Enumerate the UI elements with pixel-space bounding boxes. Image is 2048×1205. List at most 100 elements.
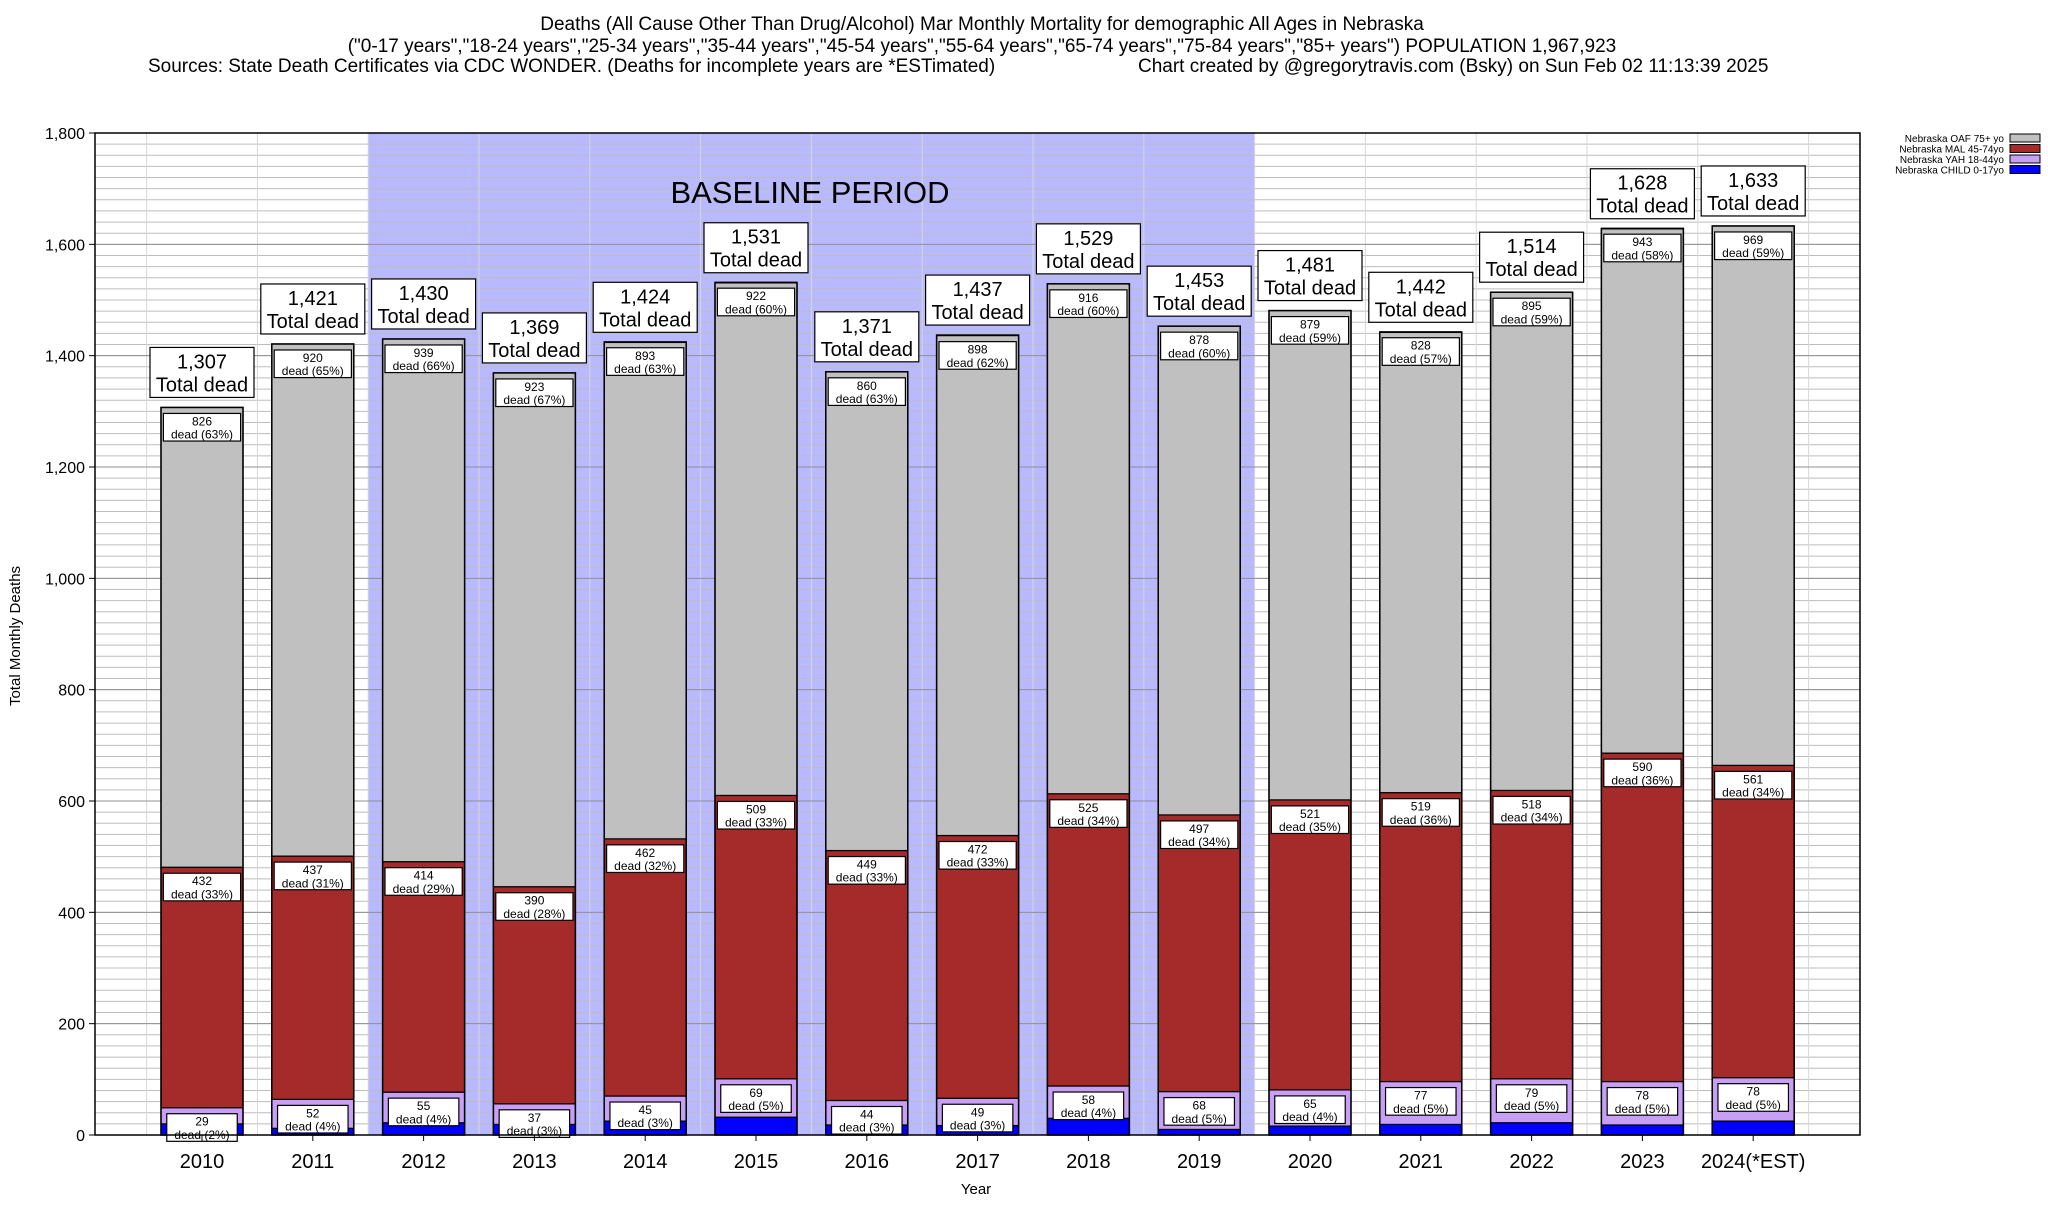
data-label-percent: dead (4%) bbox=[1061, 1106, 1116, 1120]
bar-segment-mal bbox=[714, 794, 798, 1080]
total-label-box bbox=[1368, 271, 1474, 323]
data-label-percent: dead (59%) bbox=[1722, 246, 1784, 260]
bar-segment-mal bbox=[935, 834, 1020, 1099]
data-label-percent: dead (28%) bbox=[503, 907, 565, 921]
data-label-value: 78 bbox=[1747, 1085, 1761, 1099]
bar-segment-mal bbox=[1711, 764, 1795, 1079]
bar-segment-mal bbox=[825, 849, 909, 1102]
data-label-box bbox=[830, 1105, 903, 1135]
total-label-value: 1,421 bbox=[288, 288, 338, 310]
data-label-box bbox=[1492, 297, 1571, 327]
bar-segment-child bbox=[1157, 1128, 1241, 1136]
data-label-box bbox=[605, 844, 685, 874]
y-tick-label: 200 bbox=[58, 1017, 85, 1034]
data-label-value: 65 bbox=[1303, 1097, 1317, 1111]
data-label-percent: dead (59%) bbox=[1279, 331, 1341, 345]
data-label-box bbox=[720, 1084, 792, 1113]
data-label-percent: dead (5%) bbox=[728, 1099, 783, 1113]
total-label-box bbox=[1589, 168, 1696, 220]
total-label-value: 1,514 bbox=[1507, 236, 1557, 258]
data-label-box bbox=[495, 378, 574, 408]
data-label-box bbox=[495, 892, 574, 921]
bar-segment-mal bbox=[1157, 814, 1241, 1093]
data-label-percent: dead (34%) bbox=[1168, 835, 1230, 849]
data-label-percent: dead (3%) bbox=[839, 1121, 894, 1135]
total-label-value: 1,371 bbox=[842, 316, 892, 338]
data-label-box bbox=[1049, 799, 1128, 828]
data-label-percent: dead (34%) bbox=[1722, 786, 1784, 800]
data-label-box bbox=[1603, 758, 1682, 788]
data-label-percent: dead (4%) bbox=[396, 1112, 451, 1126]
data-label-percent: dead (66%) bbox=[393, 359, 455, 373]
data-label-value: 78 bbox=[1636, 1089, 1650, 1103]
data-label-box bbox=[1384, 1086, 1457, 1116]
data-label-value: 521 bbox=[1300, 807, 1320, 821]
legend-label-child: Nebraska CHILD 0-17yo bbox=[1895, 166, 2004, 177]
data-label-value: 519 bbox=[1411, 800, 1431, 814]
data-label-value: 45 bbox=[639, 1103, 653, 1117]
chart-credit-text: Chart created by @gregorytravis.com (Bsk… bbox=[1138, 56, 1768, 77]
total-label-value: 1,437 bbox=[953, 279, 1003, 301]
bar-segment-oaf bbox=[492, 372, 576, 888]
data-label-percent: dead (34%) bbox=[1057, 814, 1119, 828]
total-label-text: Total dead bbox=[156, 374, 248, 396]
bar-segment-child bbox=[1268, 1125, 1352, 1136]
bar-segment-mal bbox=[1379, 792, 1463, 1083]
data-label-percent: dead (63%) bbox=[614, 362, 676, 376]
data-label-box bbox=[384, 867, 463, 896]
bar-segment-child bbox=[1711, 1120, 1795, 1136]
data-label-value: 44 bbox=[860, 1107, 874, 1121]
total-label-box bbox=[1257, 249, 1363, 302]
data-label-box bbox=[273, 349, 353, 379]
bar-segment-mal bbox=[1268, 799, 1352, 1091]
x-tick-label: 2017 bbox=[955, 1151, 1000, 1173]
total-label-text: Total dead bbox=[821, 339, 913, 361]
x-tick-label: 2013 bbox=[512, 1151, 557, 1173]
data-label-box bbox=[276, 1104, 349, 1134]
data-label-percent: dead (5%) bbox=[1726, 1098, 1781, 1112]
data-label-box bbox=[1381, 337, 1460, 366]
y-axis-label: Total Monthly Deaths bbox=[7, 566, 24, 706]
x-axis-label: Year bbox=[961, 1181, 991, 1198]
legend-label-oaf: Nebraska OAF 75+ yo bbox=[1905, 134, 2005, 145]
data-label-value: 922 bbox=[746, 289, 766, 303]
bar-segment-mal bbox=[1489, 789, 1574, 1080]
data-label-value: 939 bbox=[414, 346, 434, 360]
bar-segment-oaf bbox=[1046, 283, 1131, 795]
data-label-value: 893 bbox=[635, 349, 655, 363]
bar-segment-oaf bbox=[271, 343, 355, 857]
y-tick-label: 0 bbox=[76, 1128, 85, 1145]
y-tick-label: 1,600 bbox=[45, 237, 85, 254]
total-label-box bbox=[1146, 265, 1252, 317]
bar-segment-oaf bbox=[1268, 309, 1352, 801]
data-label-box bbox=[1492, 795, 1571, 825]
data-label-value: 497 bbox=[1189, 822, 1209, 836]
data-label-box bbox=[827, 377, 907, 407]
bar-segment-oaf bbox=[160, 406, 244, 868]
bar-segment-oaf bbox=[935, 335, 1020, 837]
data-label-percent: dead (62%) bbox=[947, 356, 1009, 370]
total-label-box bbox=[1478, 231, 1585, 283]
bar-segment-mal bbox=[271, 855, 355, 1100]
total-label-value: 1,430 bbox=[399, 283, 449, 305]
total-label-value: 1,424 bbox=[620, 286, 670, 308]
data-label-value: 390 bbox=[524, 894, 544, 908]
